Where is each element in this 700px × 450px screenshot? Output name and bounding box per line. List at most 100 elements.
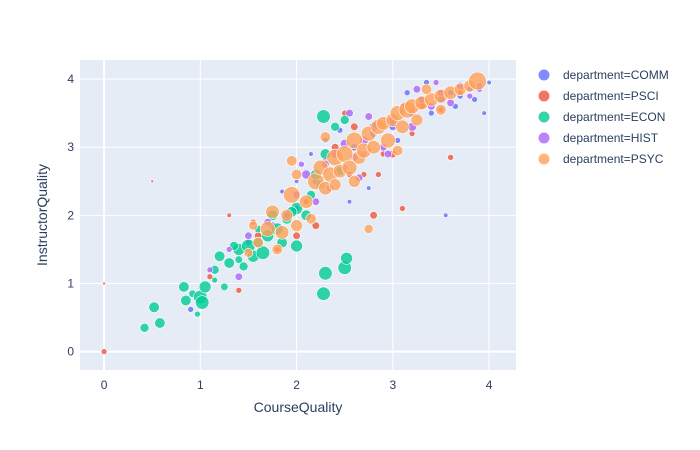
point-comm: [308, 151, 314, 157]
point-comm: [471, 96, 478, 103]
point-psyc: [280, 209, 294, 222]
legend-marker: [538, 132, 550, 144]
y-tick-labels: 0 1 2 3 4: [67, 72, 74, 359]
y-tick-label: 0: [67, 345, 74, 359]
point-hist: [412, 85, 422, 94]
point-comm: [366, 185, 372, 191]
point-psyc: [275, 225, 290, 240]
point-econ: [340, 251, 353, 265]
point-comm: [481, 110, 487, 116]
x-tick-labels: 0 1 2 3 4: [101, 378, 493, 392]
point-econ: [330, 122, 340, 132]
point-econ: [180, 294, 192, 307]
point-hist: [466, 92, 474, 100]
point-psyc: [283, 186, 301, 204]
point-comm: [346, 199, 353, 205]
x-tick-label: 1: [197, 378, 204, 392]
point-psci: [102, 281, 106, 286]
point-psci: [292, 231, 301, 240]
point-psci: [447, 154, 454, 161]
point-hist: [244, 231, 253, 240]
x-axis-title: CourseQuality: [254, 399, 343, 415]
point-econ: [234, 255, 243, 264]
point-psyc: [380, 132, 396, 149]
y-tick-label: 3: [67, 140, 74, 154]
point-comm: [403, 89, 411, 96]
point-psyc: [363, 224, 374, 234]
point-psci: [311, 221, 320, 230]
point-psyc: [259, 221, 276, 237]
point-psci: [235, 286, 243, 294]
point-econ: [316, 109, 331, 124]
point-econ: [178, 281, 190, 293]
legend-label: department=HIST: [563, 131, 659, 145]
legend-item-psci[interactable]: department=PSCI: [538, 89, 659, 103]
points-layer: [100, 71, 492, 355]
x-tick-label: 0: [101, 378, 108, 392]
point-hist: [298, 160, 305, 168]
legend-marker: [538, 153, 550, 165]
point-econ: [220, 282, 229, 292]
legend-item-psyc[interactable]: department=PSYC: [538, 152, 664, 166]
point-psyc: [410, 113, 424, 127]
point-psyc: [435, 104, 447, 116]
x-tick-label: 2: [293, 378, 300, 392]
point-hist: [345, 108, 354, 118]
point-psyc: [319, 131, 332, 143]
point-hist: [383, 149, 393, 159]
point-psci: [399, 205, 406, 212]
point-psyc: [271, 243, 283, 255]
point-econ: [154, 317, 166, 329]
point-psci: [369, 211, 378, 220]
point-psyc: [395, 119, 410, 134]
point-psyc: [468, 71, 487, 91]
point-psyc: [265, 204, 280, 219]
point-psyc: [290, 219, 303, 232]
series-psci: [100, 89, 464, 355]
legend-label: department=COMM: [563, 68, 669, 82]
point-psci: [226, 212, 232, 218]
legend-label: department=PSYC: [563, 152, 664, 166]
point-hist: [225, 246, 233, 253]
legend-marker: [538, 111, 550, 123]
point-psci: [206, 273, 214, 281]
point-psyc: [299, 194, 314, 209]
point-psci: [100, 348, 108, 355]
legend-item-econ[interactable]: department=ECON: [538, 110, 666, 124]
point-econ: [139, 322, 150, 333]
point-hist: [446, 98, 455, 107]
point-psyc: [336, 145, 354, 163]
point-psyc: [243, 248, 254, 258]
point-psyc: [328, 178, 342, 191]
point-psyc: [291, 168, 303, 181]
point-econ: [339, 115, 350, 125]
point-psyc: [392, 145, 404, 157]
legend-item-hist[interactable]: department=HIST: [538, 131, 659, 145]
point-econ: [290, 239, 303, 253]
y-tick-label: 2: [67, 208, 74, 222]
x-tick-label: 4: [486, 378, 493, 392]
point-psyc: [248, 220, 258, 231]
point-psyc: [345, 131, 363, 149]
point-econ: [194, 310, 201, 318]
point-hist: [206, 266, 214, 274]
point-psyc: [420, 83, 433, 95]
y-axis-title: InstructorQuality: [34, 164, 50, 266]
point-psyc: [341, 159, 358, 176]
point-econ: [211, 276, 218, 284]
point-psyc: [286, 155, 298, 167]
point-comm: [187, 306, 194, 313]
point-psyc: [366, 140, 381, 155]
point-hist: [432, 79, 440, 86]
grid-layer: [80, 60, 516, 370]
point-econ: [214, 250, 226, 262]
point-econ: [318, 266, 333, 281]
legend[interactable]: department=COMM department=PSCI department…: [538, 68, 669, 166]
x-tick-label: 3: [389, 378, 396, 392]
point-econ: [223, 257, 235, 269]
legend-marker: [538, 69, 550, 81]
point-econ: [316, 286, 331, 301]
point-econ: [148, 301, 160, 313]
legend-item-comm[interactable]: department=COMM: [538, 68, 669, 82]
